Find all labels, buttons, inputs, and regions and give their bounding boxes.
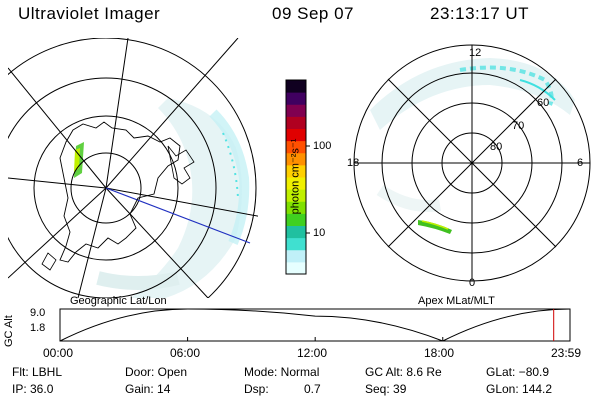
colorbar-segment [286,189,306,202]
gain-field: Gain: 14 [125,382,171,396]
colorbar-segment [286,249,306,263]
colorbar-tick-100: 100 [313,140,332,152]
colorbar-segment [286,92,306,105]
colorbar-segment [286,104,306,117]
geographic-label: Geographic Lat/Lon [70,295,167,307]
colorbar-segment [286,225,306,239]
colorbar-segment [286,261,306,275]
colorbar-segment [286,177,306,190]
colorbar-segment [286,164,306,178]
date-label: 09 Sep 07 [272,4,355,23]
mlt-label-0: 0 [469,277,476,289]
colorbar-segment [286,140,306,154]
altitude-plot [59,308,571,342]
coastline [59,121,181,263]
mlt-label-18: 18 [347,157,360,169]
x-tick-label-1200: 12:00 [297,346,328,360]
geographic-map [8,38,258,298]
colorbar-tick-10: 10 [313,227,326,239]
colorbar-segment [286,213,306,226]
colorbar-segment [286,128,306,142]
mode-field: Mode: Normal [244,365,320,379]
y-axis-label: GC Alt [3,315,15,347]
gc-alt-field: GC Alt: 8.6 Re [365,365,442,379]
y-min-label: 1.8 [30,322,46,334]
instrument-title: Ultraviolet Imager [18,4,161,23]
lat-label-80: 80 [490,141,503,153]
dsp-value: 0.7 [304,382,321,396]
lat-label-60: 60 [537,97,550,109]
glon-field: GLon: 144.2 [486,382,553,396]
y-max-label: 9.0 [30,307,46,319]
flt-field: Flt: LBHL [12,365,63,379]
ip-field: IP: 36.0 [12,382,54,396]
lat-label-70: 70 [512,120,525,132]
mlt-label-12: 12 [469,47,482,59]
colorbar-segment [286,116,306,129]
apex-label: Apex MLat/MLT [418,295,495,307]
colorbar-segment [286,237,306,251]
colorbar-unit-label: photon cm⁻²s⁻¹ [289,138,302,215]
aurora-region-left [96,98,250,298]
colorbar-segment [286,80,306,93]
seq-field: Seq: 39 [365,382,407,396]
x-tick-label-1800: 18:00 [424,346,455,360]
x-tick-label-0600: 06:00 [170,346,201,360]
colorbar-segment [286,152,306,166]
dsp-label: Dsp: [244,382,269,396]
colorbar-segment [286,201,306,214]
door-field: Door: Open [125,365,188,379]
mlt-label-6: 6 [577,157,584,169]
x-tick-label-0000: 00:00 [43,346,74,360]
time-label: 23:13:17 UT [430,4,530,23]
x-tick-label-2359: 23:59 [551,346,582,360]
mlat-mlt-map [353,44,591,282]
glat-field: GLat: −80.9 [486,365,550,379]
altitude-series-line [59,308,571,342]
colorbar [285,79,310,275]
